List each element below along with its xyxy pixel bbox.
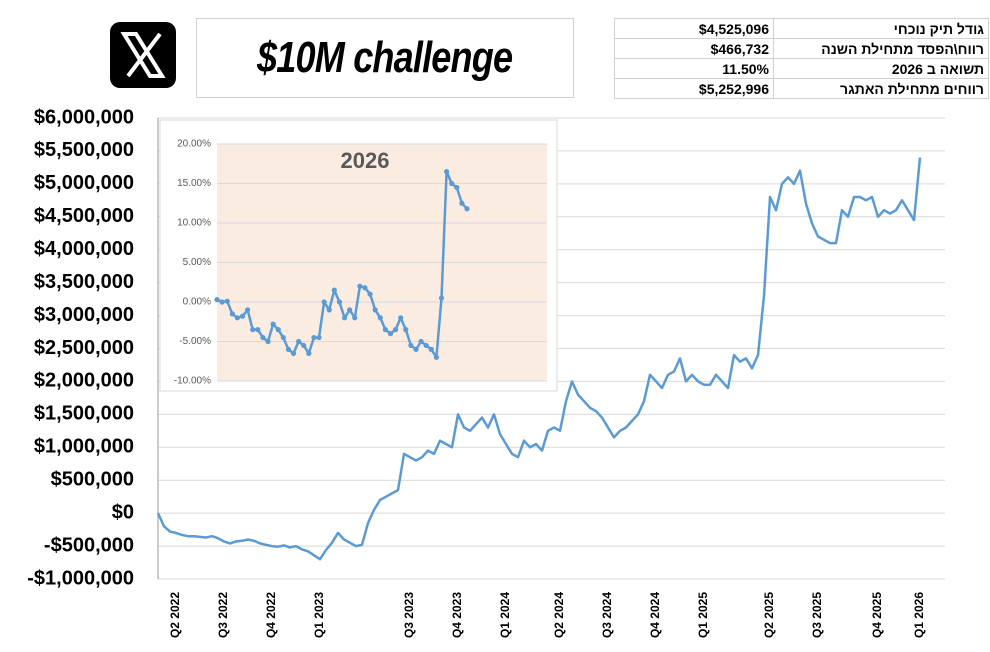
x-tick-label: Q3 2022: [216, 592, 230, 638]
data-point: [265, 338, 271, 345]
data-point: [316, 334, 322, 341]
data-point: [275, 327, 281, 333]
y-tick-label: $2,000,000: [34, 370, 134, 392]
data-point: [239, 313, 246, 319]
y-tick-label: $2,500,000: [34, 337, 134, 359]
data-point: [255, 327, 261, 333]
data-point: [260, 334, 266, 341]
data-point: [413, 346, 419, 352]
x-tick-label: Q1 2024: [498, 592, 512, 638]
data-point: [306, 350, 312, 356]
x-tick-label: Q2 2025: [762, 592, 776, 638]
inset-title: 2026: [341, 148, 390, 173]
x-tick-label: Q3 2024: [600, 592, 614, 638]
data-point: [438, 295, 445, 301]
data-point: [449, 180, 455, 187]
x-tick-label: Q1 2026: [912, 592, 926, 638]
y-tick-label: $1,000,000: [34, 436, 134, 458]
data-point: [372, 307, 378, 313]
summary-table: $4,525,096 גודל תיק נוכחי $466,732 רווח\הפ…: [614, 18, 989, 99]
data-point: [459, 200, 465, 206]
y-tick-label: -$500,000: [44, 534, 134, 556]
data-point: [362, 285, 368, 291]
data-point: [347, 307, 353, 313]
data-point: [326, 307, 332, 313]
row: $5,252,996 רווחים מתחילת האתגר: [614, 78, 989, 99]
y-tick-label: 5.00%: [183, 257, 211, 268]
data-point: [245, 307, 251, 313]
data-point: [321, 299, 327, 305]
y-tick-label: $5,500,000: [34, 139, 134, 161]
data-point: [250, 327, 256, 333]
y-tick-label: $6,000,000: [34, 106, 134, 128]
data-line: [156, 157, 922, 561]
data-point: [357, 283, 363, 289]
data-point: [423, 342, 429, 349]
x-tick-label: Q4 2025: [870, 592, 884, 638]
y-tick-label: -5.00%: [179, 336, 211, 347]
x-tick-label: Q3 2025: [810, 592, 824, 638]
data-point: [367, 291, 373, 297]
x-tick-label: Q3 2023: [402, 592, 416, 638]
data-point: [301, 342, 307, 349]
data-point: [224, 298, 230, 304]
data-point: [311, 334, 317, 341]
y-tick-label: -10.00%: [174, 376, 211, 387]
y-tick-label: 0.00%: [183, 297, 211, 308]
y-tick-label: 15.00%: [177, 178, 211, 189]
x-logo: [110, 22, 176, 88]
data-point: [464, 206, 470, 212]
data-point: [352, 315, 358, 321]
cell: $5,252,996: [614, 78, 774, 99]
y-tick-label: $3,000,000: [34, 304, 134, 326]
data-point: [234, 315, 241, 321]
data-point: [336, 299, 343, 305]
y-tick-label: $500,000: [51, 468, 134, 490]
data-point: [382, 327, 388, 333]
data-point: [341, 315, 348, 321]
x-tick-label: Q4 2022: [264, 592, 278, 638]
y-tick-label: $4,500,000: [34, 205, 134, 227]
x-tick-label: Q2 2024: [552, 592, 566, 638]
title-box: $10M challenge: [196, 18, 574, 98]
data-point: [398, 315, 404, 321]
data-point: [219, 299, 225, 305]
x-tick-label: Q2 2022: [168, 592, 182, 638]
title: $10M challenge: [257, 33, 513, 82]
data-point: [408, 342, 414, 349]
y-tick-label: $1,500,000: [34, 403, 134, 425]
data-point: [392, 327, 399, 333]
x-tick-label: Q1 2023: [312, 592, 326, 638]
data-point: [454, 184, 460, 191]
data-point: [443, 169, 450, 175]
data-point: [296, 338, 302, 345]
x-tick-label: Q4 2023: [450, 592, 464, 638]
y-tick-label: $4,000,000: [34, 238, 134, 260]
data-point: [331, 287, 337, 293]
x-tick-label: Q4 2024: [648, 592, 662, 638]
y-tick-label: $0: [112, 501, 134, 523]
data-point: [433, 354, 439, 360]
data-point: [229, 311, 235, 317]
y-tick-label: 10.00%: [177, 218, 211, 229]
data-point: [285, 346, 292, 352]
data-point: [280, 334, 286, 341]
row: 11.50% תשואה ב 2026: [614, 58, 989, 79]
data-point: [387, 331, 394, 337]
y-tick-label: -$1,000,000: [27, 567, 134, 589]
y-tick-label: $5,000,000: [34, 172, 134, 194]
y-tick-label: 20.00%: [177, 139, 211, 150]
data-point: [377, 315, 383, 321]
data-point: [403, 327, 409, 333]
cell: רווחים מתחילת האתגר: [773, 78, 989, 99]
y-tick-label: $3,500,000: [34, 271, 134, 293]
data-point: [270, 321, 276, 327]
data-point: [418, 338, 424, 345]
x-tick-label: Q1 2025: [696, 592, 710, 638]
data-point: [290, 350, 297, 356]
data-point: [214, 297, 220, 303]
data-point: [428, 346, 434, 352]
